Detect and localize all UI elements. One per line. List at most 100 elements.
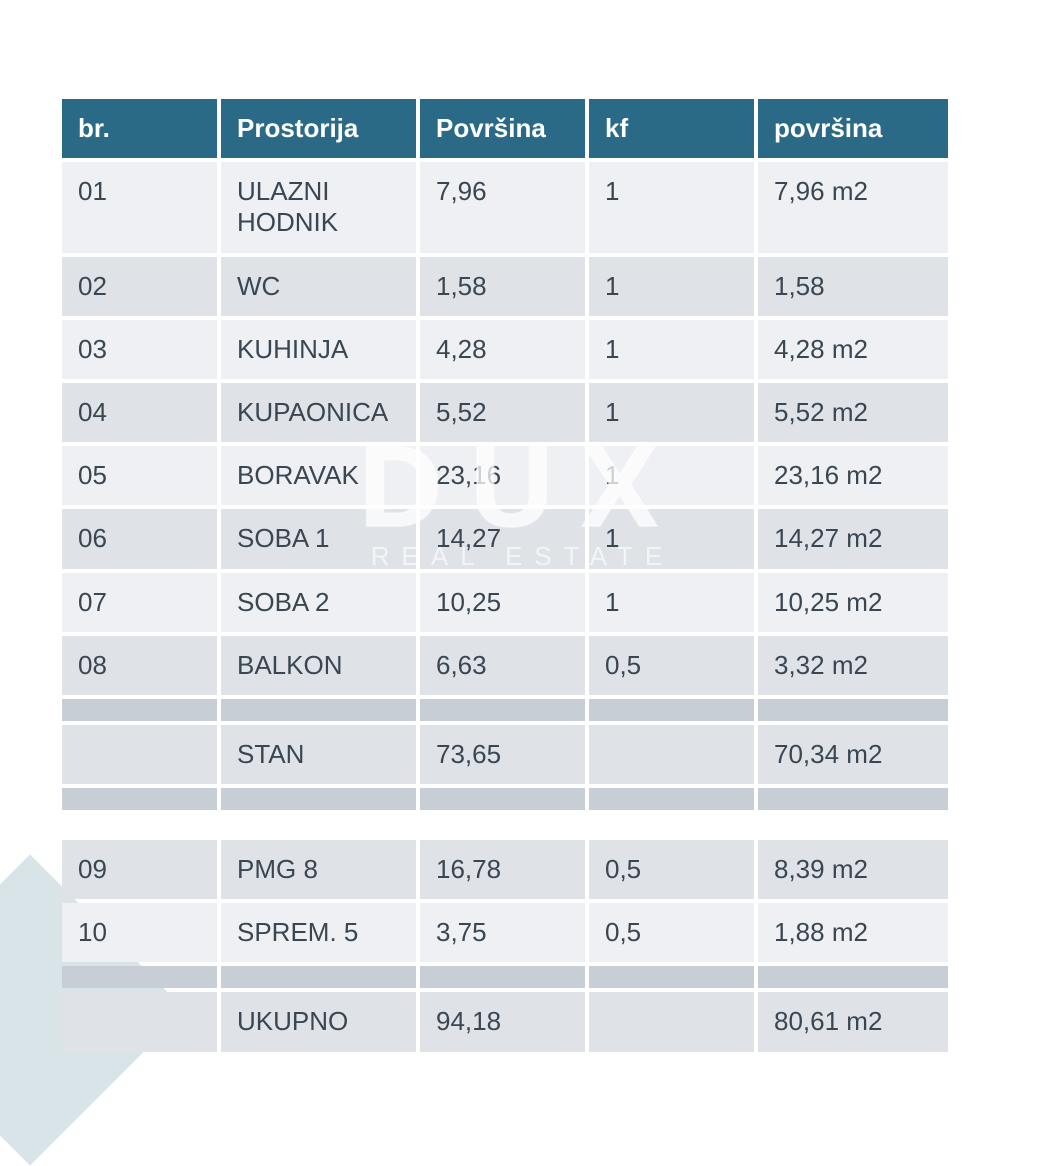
blank-cell [420,814,585,836]
table-cell: 73,65 [420,725,585,784]
table-cell: 1,58 [420,257,585,316]
table-cell: 5,52 m2 [758,383,948,442]
table-cell: 1 [589,573,754,632]
table-row: 05BORAVAK23,16123,16 m2 [62,446,948,505]
table-cell: 5,52 [420,383,585,442]
table-cell: KUHINJA [221,320,416,379]
col-header-prostorija: Prostorija [221,99,416,158]
table-row: 01ULAZNI HODNIK7,9617,96 m2 [62,162,948,252]
blank-cell [589,814,754,836]
table-cell: 1 [589,509,754,568]
table-cell: 1 [589,162,754,252]
spacer-cell [758,788,948,810]
table-cell: 05 [62,446,217,505]
spacer-cell [420,699,585,721]
table-cell: SOBA 1 [221,509,416,568]
table-cell: 80,61 m2 [758,992,948,1051]
table-cell: 02 [62,257,217,316]
table-row: 07SOBA 210,25110,25 m2 [62,573,948,632]
table-spacer-row [62,699,948,721]
spacer-cell [589,966,754,988]
table-cell: 23,16 m2 [758,446,948,505]
table-row: 03KUHINJA4,2814,28 m2 [62,320,948,379]
table-cell: BORAVAK [221,446,416,505]
table-row: 08BALKON6,630,53,32 m2 [62,636,948,695]
col-header-povrsina2: površina [758,99,948,158]
table-cell: 23,16 [420,446,585,505]
table-cell: SPREM. 5 [221,903,416,962]
table-cell: 04 [62,383,217,442]
table-cell: BALKON [221,636,416,695]
table-cell: 4,28 m2 [758,320,948,379]
table-cell: 0,5 [589,840,754,899]
table-cell: 0,5 [589,903,754,962]
table-cell: 1 [589,257,754,316]
table-cell: 10,25 m2 [758,573,948,632]
table-cell: 03 [62,320,217,379]
table-cell: PMG 8 [221,840,416,899]
table-cell: 09 [62,840,217,899]
table-cell: 10,25 [420,573,585,632]
table-cell: 01 [62,162,217,252]
table-cell: 14,27 [420,509,585,568]
spacer-cell [62,788,217,810]
spacer-cell [221,966,416,988]
table-row: 10SPREM. 53,750,51,88 m2 [62,903,948,962]
spacer-cell [589,788,754,810]
table-cell: KUPAONICA [221,383,416,442]
table-cell: 94,18 [420,992,585,1051]
table-cell: 1 [589,383,754,442]
table-cell: ULAZNI HODNIK [221,162,416,252]
table-blank-row [62,814,948,836]
spacer-cell [758,966,948,988]
table-row: 02WC1,5811,58 [62,257,948,316]
table-cell: 8,39 m2 [758,840,948,899]
table-cell: 1 [589,320,754,379]
spacer-cell [589,699,754,721]
table-cell: 3,75 [420,903,585,962]
spacer-cell [221,699,416,721]
table-cell: SOBA 2 [221,573,416,632]
table-cell: 1,88 m2 [758,903,948,962]
rooms-area-table: br. Prostorija Površina kf površina 01UL… [58,95,952,1056]
table-row: STAN73,65 70,34 m2 [62,725,948,784]
table-cell: 16,78 [420,840,585,899]
table-cell: 3,32 m2 [758,636,948,695]
spacer-cell [420,788,585,810]
col-header-br: br. [62,99,217,158]
table-cell [589,992,754,1051]
blank-cell [221,814,416,836]
table-cell: UKUPNO [221,992,416,1051]
table-cell: 1 [589,446,754,505]
blank-cell [62,814,217,836]
table-cell: 08 [62,636,217,695]
table-header-row: br. Prostorija Površina kf površina [62,99,948,158]
col-header-povrsina: Površina [420,99,585,158]
spacer-cell [758,699,948,721]
table-spacer-row [62,966,948,988]
table-row: UKUPNO94,18 80,61 m2 [62,992,948,1051]
spacer-cell [221,788,416,810]
table-cell: 0,5 [589,636,754,695]
spacer-cell [62,966,217,988]
table-cell [589,725,754,784]
table-row: 04KUPAONICA5,5215,52 m2 [62,383,948,442]
col-header-kf: kf [589,99,754,158]
table-cell: 7,96 [420,162,585,252]
table-cell: 14,27 m2 [758,509,948,568]
table-row: 09PMG 816,780,58,39 m2 [62,840,948,899]
table-cell: 7,96 m2 [758,162,948,252]
spacer-cell [420,966,585,988]
table-cell: 70,34 m2 [758,725,948,784]
table-cell: 10 [62,903,217,962]
table-cell [62,725,217,784]
table-cell: WC [221,257,416,316]
table-cell: 6,63 [420,636,585,695]
table-cell: 06 [62,509,217,568]
page-content: br. Prostorija Površina kf površina 01UL… [58,95,928,1056]
table-cell [62,992,217,1051]
table-spacer-row [62,788,948,810]
table-row: 06SOBA 114,27114,27 m2 [62,509,948,568]
table-cell: 07 [62,573,217,632]
table-cell: STAN [221,725,416,784]
